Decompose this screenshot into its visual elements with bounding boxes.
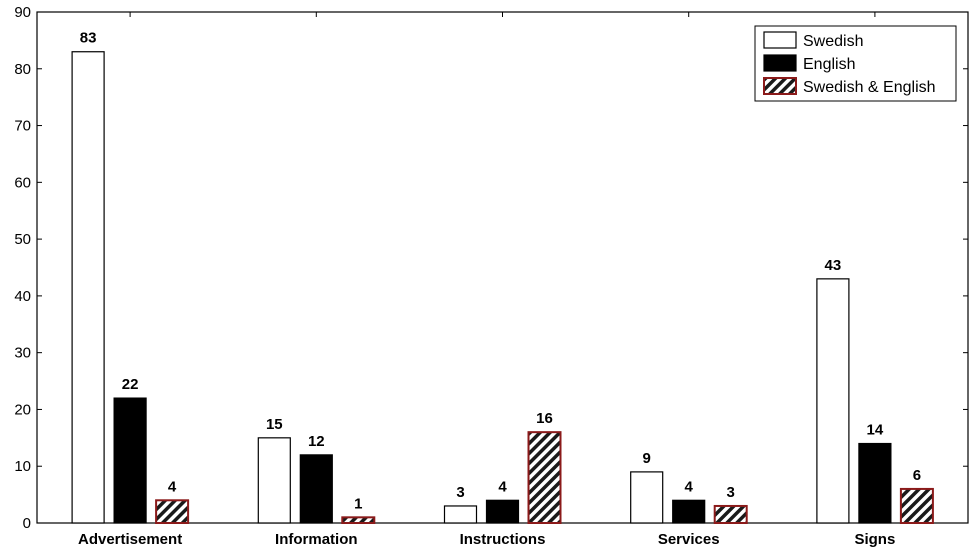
y-tick-label: 50 [14, 231, 31, 248]
bar [341, 516, 376, 524]
y-tick-label: 60 [14, 174, 31, 191]
bar [899, 487, 934, 524]
x-tick-label: Instructions [460, 531, 546, 548]
bar-data-label: 4 [168, 478, 177, 495]
y-tick-label: 30 [14, 345, 31, 362]
bar-data-label: 22 [122, 376, 139, 393]
legend-swatch [763, 31, 797, 49]
bar [485, 499, 520, 524]
bar [257, 437, 291, 524]
bar-data-label: 15 [266, 416, 283, 433]
y-tick-label: 0 [23, 515, 31, 532]
bar-data-label: 3 [456, 484, 464, 501]
bar-data-label: 3 [727, 484, 735, 501]
legend-swatch [763, 77, 797, 95]
bar [630, 471, 664, 524]
x-tick-label: Information [275, 531, 358, 548]
legend-label: Swedish [803, 33, 863, 50]
bar [299, 454, 333, 524]
bar-data-label: 4 [685, 478, 694, 495]
bar [113, 397, 147, 524]
bar [443, 505, 478, 524]
bar-data-label: 4 [498, 478, 507, 495]
legend-label: Swedish & English [803, 79, 936, 96]
y-tick-label: 20 [14, 401, 31, 418]
bar-data-label: 14 [867, 422, 884, 439]
legend-label: English [803, 56, 855, 73]
bar-data-label: 12 [308, 433, 325, 450]
y-tick-label: 90 [14, 4, 31, 21]
bar-data-label: 83 [80, 30, 97, 47]
bar [527, 431, 562, 524]
bar [71, 51, 105, 524]
bar-data-label: 6 [913, 467, 921, 484]
bar-data-label: 16 [536, 410, 553, 427]
bar [858, 442, 892, 524]
x-tick-label: Services [658, 531, 720, 548]
bar-data-label: 43 [825, 257, 842, 274]
x-tick-label: Advertisement [78, 531, 182, 548]
x-tick-label: Signs [854, 531, 895, 548]
bar [713, 504, 748, 525]
legend-swatch [763, 54, 797, 72]
y-tick-label: 70 [14, 118, 31, 135]
legend: Swedish English Swedish & English [754, 25, 957, 102]
bar [155, 499, 190, 524]
y-tick-label: 10 [14, 458, 31, 475]
bar-data-label: 1 [354, 495, 362, 512]
bar [816, 278, 850, 524]
plot-area: 0 10 20 30 40 50 60 70 80 90 Advertisement 83 22 4 Inf… [14, 4, 969, 548]
y-tick-label: 40 [14, 288, 31, 305]
bar-data-label: 9 [643, 450, 651, 467]
bar [672, 499, 706, 524]
y-tick-label: 80 [14, 61, 31, 78]
